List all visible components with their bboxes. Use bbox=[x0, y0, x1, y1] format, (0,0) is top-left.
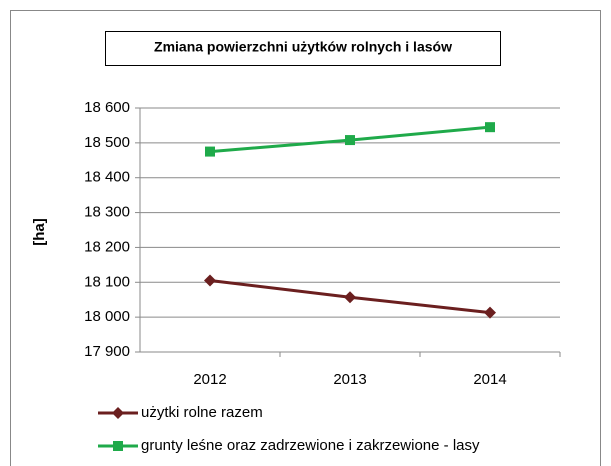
x-tick-label: 2012 bbox=[193, 371, 226, 388]
marker bbox=[485, 122, 495, 133]
legend-label: grunty leśne oraz zadrzewione i zakrzewi… bbox=[141, 437, 480, 454]
chart-title: Zmiana powierzchni użytków rolnych i las… bbox=[154, 39, 452, 55]
marker bbox=[113, 441, 123, 451]
y-tick-label: 18 600 bbox=[84, 99, 130, 116]
y-tick-label: 17 900 bbox=[84, 343, 130, 360]
y-tick-label: 18 200 bbox=[84, 238, 130, 255]
marker bbox=[344, 291, 356, 304]
x-tick-label: 2014 bbox=[473, 371, 506, 388]
marker bbox=[205, 146, 215, 157]
y-tick-label: 18 100 bbox=[84, 273, 130, 290]
marker bbox=[484, 306, 496, 319]
title-box bbox=[105, 31, 501, 66]
x-tick-label: 2013 bbox=[333, 371, 366, 388]
marker bbox=[345, 135, 355, 146]
y-tick-label: 18 000 bbox=[84, 308, 130, 325]
marker bbox=[112, 407, 124, 419]
y-tick-label: 18 400 bbox=[84, 169, 130, 186]
marker bbox=[204, 274, 216, 287]
y-axis-label: [ha] bbox=[31, 218, 48, 246]
y-tick-label: 18 500 bbox=[84, 134, 130, 151]
legend-label: użytki rolne razem bbox=[141, 404, 263, 421]
chart-frame bbox=[10, 10, 601, 466]
y-tick-label: 18 300 bbox=[84, 204, 130, 221]
